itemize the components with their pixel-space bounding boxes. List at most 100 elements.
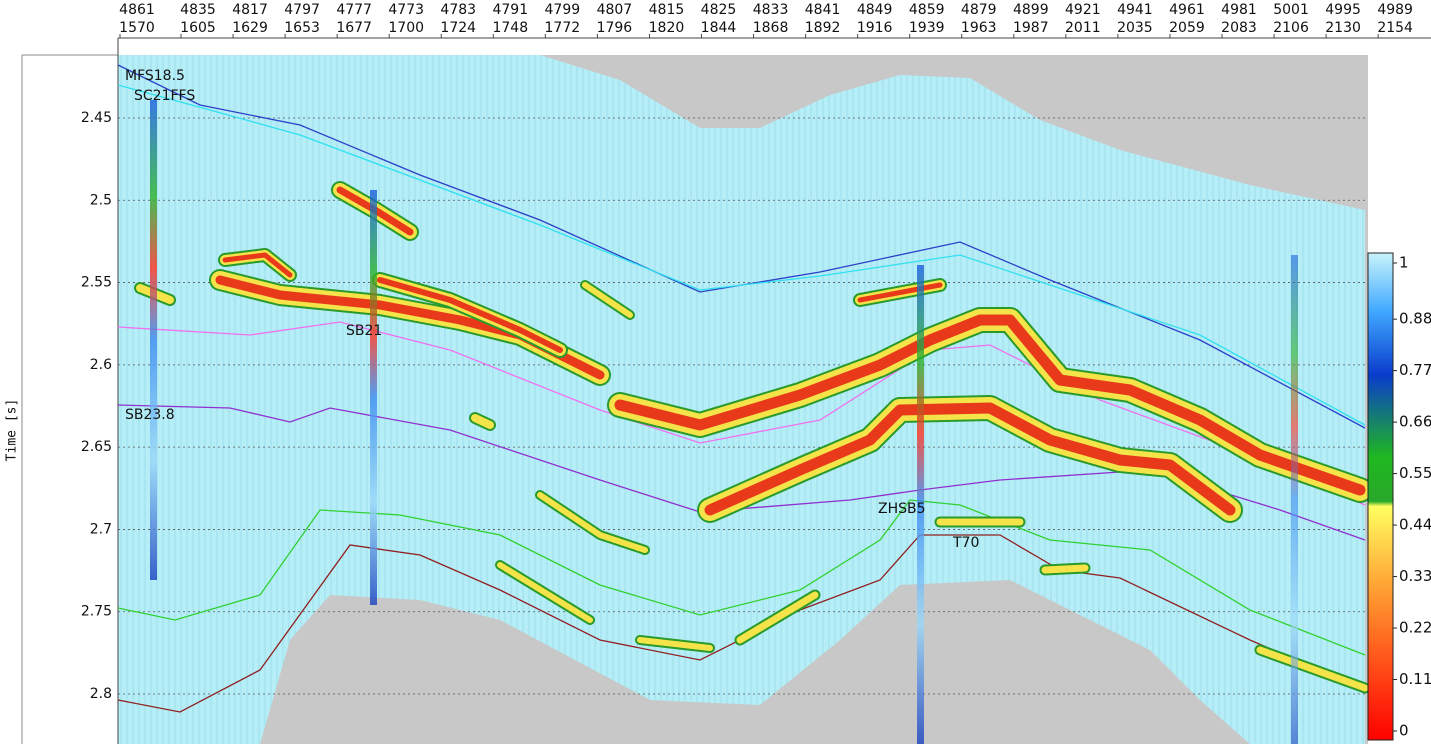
colorbar xyxy=(1367,252,1394,741)
horizon-line xyxy=(117,64,1366,429)
colorbar-label: 0.44 xyxy=(1399,516,1431,534)
trace-label: 4791 xyxy=(492,2,528,18)
cdp-label: 1820 xyxy=(649,20,685,36)
attribute-body xyxy=(222,252,293,278)
trace-label: 4817 xyxy=(232,2,268,18)
trace-label: 4981 xyxy=(1221,2,1257,18)
attribute-body xyxy=(1041,564,1089,574)
cdp-label: 2106 xyxy=(1273,20,1309,36)
trace-label: 4961 xyxy=(1169,2,1205,18)
horizon-line xyxy=(117,321,1366,506)
horizon-label: T70 xyxy=(952,535,979,551)
colorbar-label: 0.22 xyxy=(1399,619,1431,637)
cdp-label: 1868 xyxy=(753,20,789,36)
attribute-body xyxy=(614,314,1366,496)
trace-label: 4899 xyxy=(1013,2,1049,18)
well-log xyxy=(150,100,157,580)
trace-label: 4989 xyxy=(1377,2,1413,18)
trace-label: 5001 xyxy=(1273,2,1309,18)
y-tick-label: 2.55 xyxy=(81,275,112,291)
colorbar-label: 0.33 xyxy=(1399,567,1431,585)
colorbar-label: 0.88 xyxy=(1399,310,1431,328)
attribute-body xyxy=(537,492,648,553)
trace-label: 4797 xyxy=(284,2,320,18)
attribute-body xyxy=(637,637,713,651)
horizon-line xyxy=(117,84,1366,426)
well-log xyxy=(917,265,924,744)
attribute-body xyxy=(736,591,819,644)
horizon-label: MFS18.5 xyxy=(125,68,185,84)
trace-label: 4879 xyxy=(961,2,997,18)
y-tick-label: 2.6 xyxy=(90,357,112,373)
cdp-label: 2011 xyxy=(1065,20,1101,36)
attribute-body xyxy=(497,562,593,623)
cdp-label: 1629 xyxy=(232,20,268,36)
attribute-body xyxy=(857,282,943,303)
cdp-label: 2035 xyxy=(1117,20,1153,36)
attribute-body xyxy=(377,277,563,353)
cdp-label: 1939 xyxy=(909,20,945,36)
cdp-label: 1700 xyxy=(388,20,424,36)
y-tick-label: 2.5 xyxy=(90,192,112,208)
horizon-label: SB23.8 xyxy=(125,407,175,423)
well-log xyxy=(1291,255,1298,744)
y-axis-title: Time [s] xyxy=(5,399,20,462)
trace-label: 4825 xyxy=(701,2,737,18)
attribute-body xyxy=(582,282,633,318)
y-tick-label: 2.8 xyxy=(90,686,112,702)
cdp-label: 1772 xyxy=(545,20,581,36)
trace-label: 4799 xyxy=(545,2,581,18)
cdp-label: 1653 xyxy=(284,20,320,36)
trace-label: 4921 xyxy=(1065,2,1101,18)
trace-label: 4861 xyxy=(119,2,155,18)
horizon-label: SC21FFS xyxy=(134,88,195,104)
trace-label: 4849 xyxy=(857,2,893,18)
attribute-bodies xyxy=(134,181,1373,694)
cdp-label: 2083 xyxy=(1221,20,1257,36)
trace-label: 4807 xyxy=(597,2,633,18)
trace-label: 4835 xyxy=(180,2,216,18)
cdp-label: 1677 xyxy=(336,20,372,36)
cdp-label: 1844 xyxy=(701,20,737,36)
attribute-body xyxy=(471,414,494,429)
trace-label: 4859 xyxy=(909,2,945,18)
colorbar-label: 0.77 xyxy=(1399,361,1431,379)
cdp-label: 1916 xyxy=(857,20,893,36)
horizon-label: SB21 xyxy=(346,323,382,339)
cdp-label: 1892 xyxy=(805,20,841,36)
trace-label: 4773 xyxy=(388,2,424,18)
attribute-body xyxy=(1256,646,1369,692)
horizon-label: ZHSB5 xyxy=(878,501,926,517)
y-tick-label: 2.7 xyxy=(90,521,112,537)
trace-label: 4833 xyxy=(753,2,789,18)
cdp-label: 1796 xyxy=(597,20,633,36)
colorbar-label: 1 xyxy=(1399,254,1409,272)
colorbar-label: 0.66 xyxy=(1399,413,1431,431)
cdp-label: 1605 xyxy=(180,20,216,36)
cdp-label: 2059 xyxy=(1169,20,1205,36)
well-log xyxy=(370,190,377,605)
cdp-label: 1748 xyxy=(492,20,528,36)
trace-label: 4783 xyxy=(440,2,476,18)
colorbar-label: 0 xyxy=(1399,722,1409,740)
cdp-label: 1963 xyxy=(961,20,997,36)
colorbar-label: 0.11 xyxy=(1399,670,1431,688)
cdp-label: 1724 xyxy=(440,20,476,36)
attribute-body xyxy=(704,402,1236,516)
trace-label: 4995 xyxy=(1325,2,1361,18)
y-tick-label: 2.75 xyxy=(81,604,112,620)
trace-label: 4841 xyxy=(805,2,841,18)
horizon-line xyxy=(117,499,1366,656)
cdp-label: 2130 xyxy=(1325,20,1361,36)
cdp-label: 1570 xyxy=(119,20,155,36)
y-tick-label: 2.65 xyxy=(81,439,112,455)
trace-label: 4815 xyxy=(649,2,685,18)
colorbar-label: 0.55 xyxy=(1399,464,1431,482)
cdp-label: 1987 xyxy=(1013,20,1049,36)
trace-label: 4777 xyxy=(336,2,372,18)
trace-label: 4941 xyxy=(1117,2,1153,18)
y-tick-label: 2.45 xyxy=(81,110,112,126)
cdp-label: 2154 xyxy=(1377,20,1413,36)
